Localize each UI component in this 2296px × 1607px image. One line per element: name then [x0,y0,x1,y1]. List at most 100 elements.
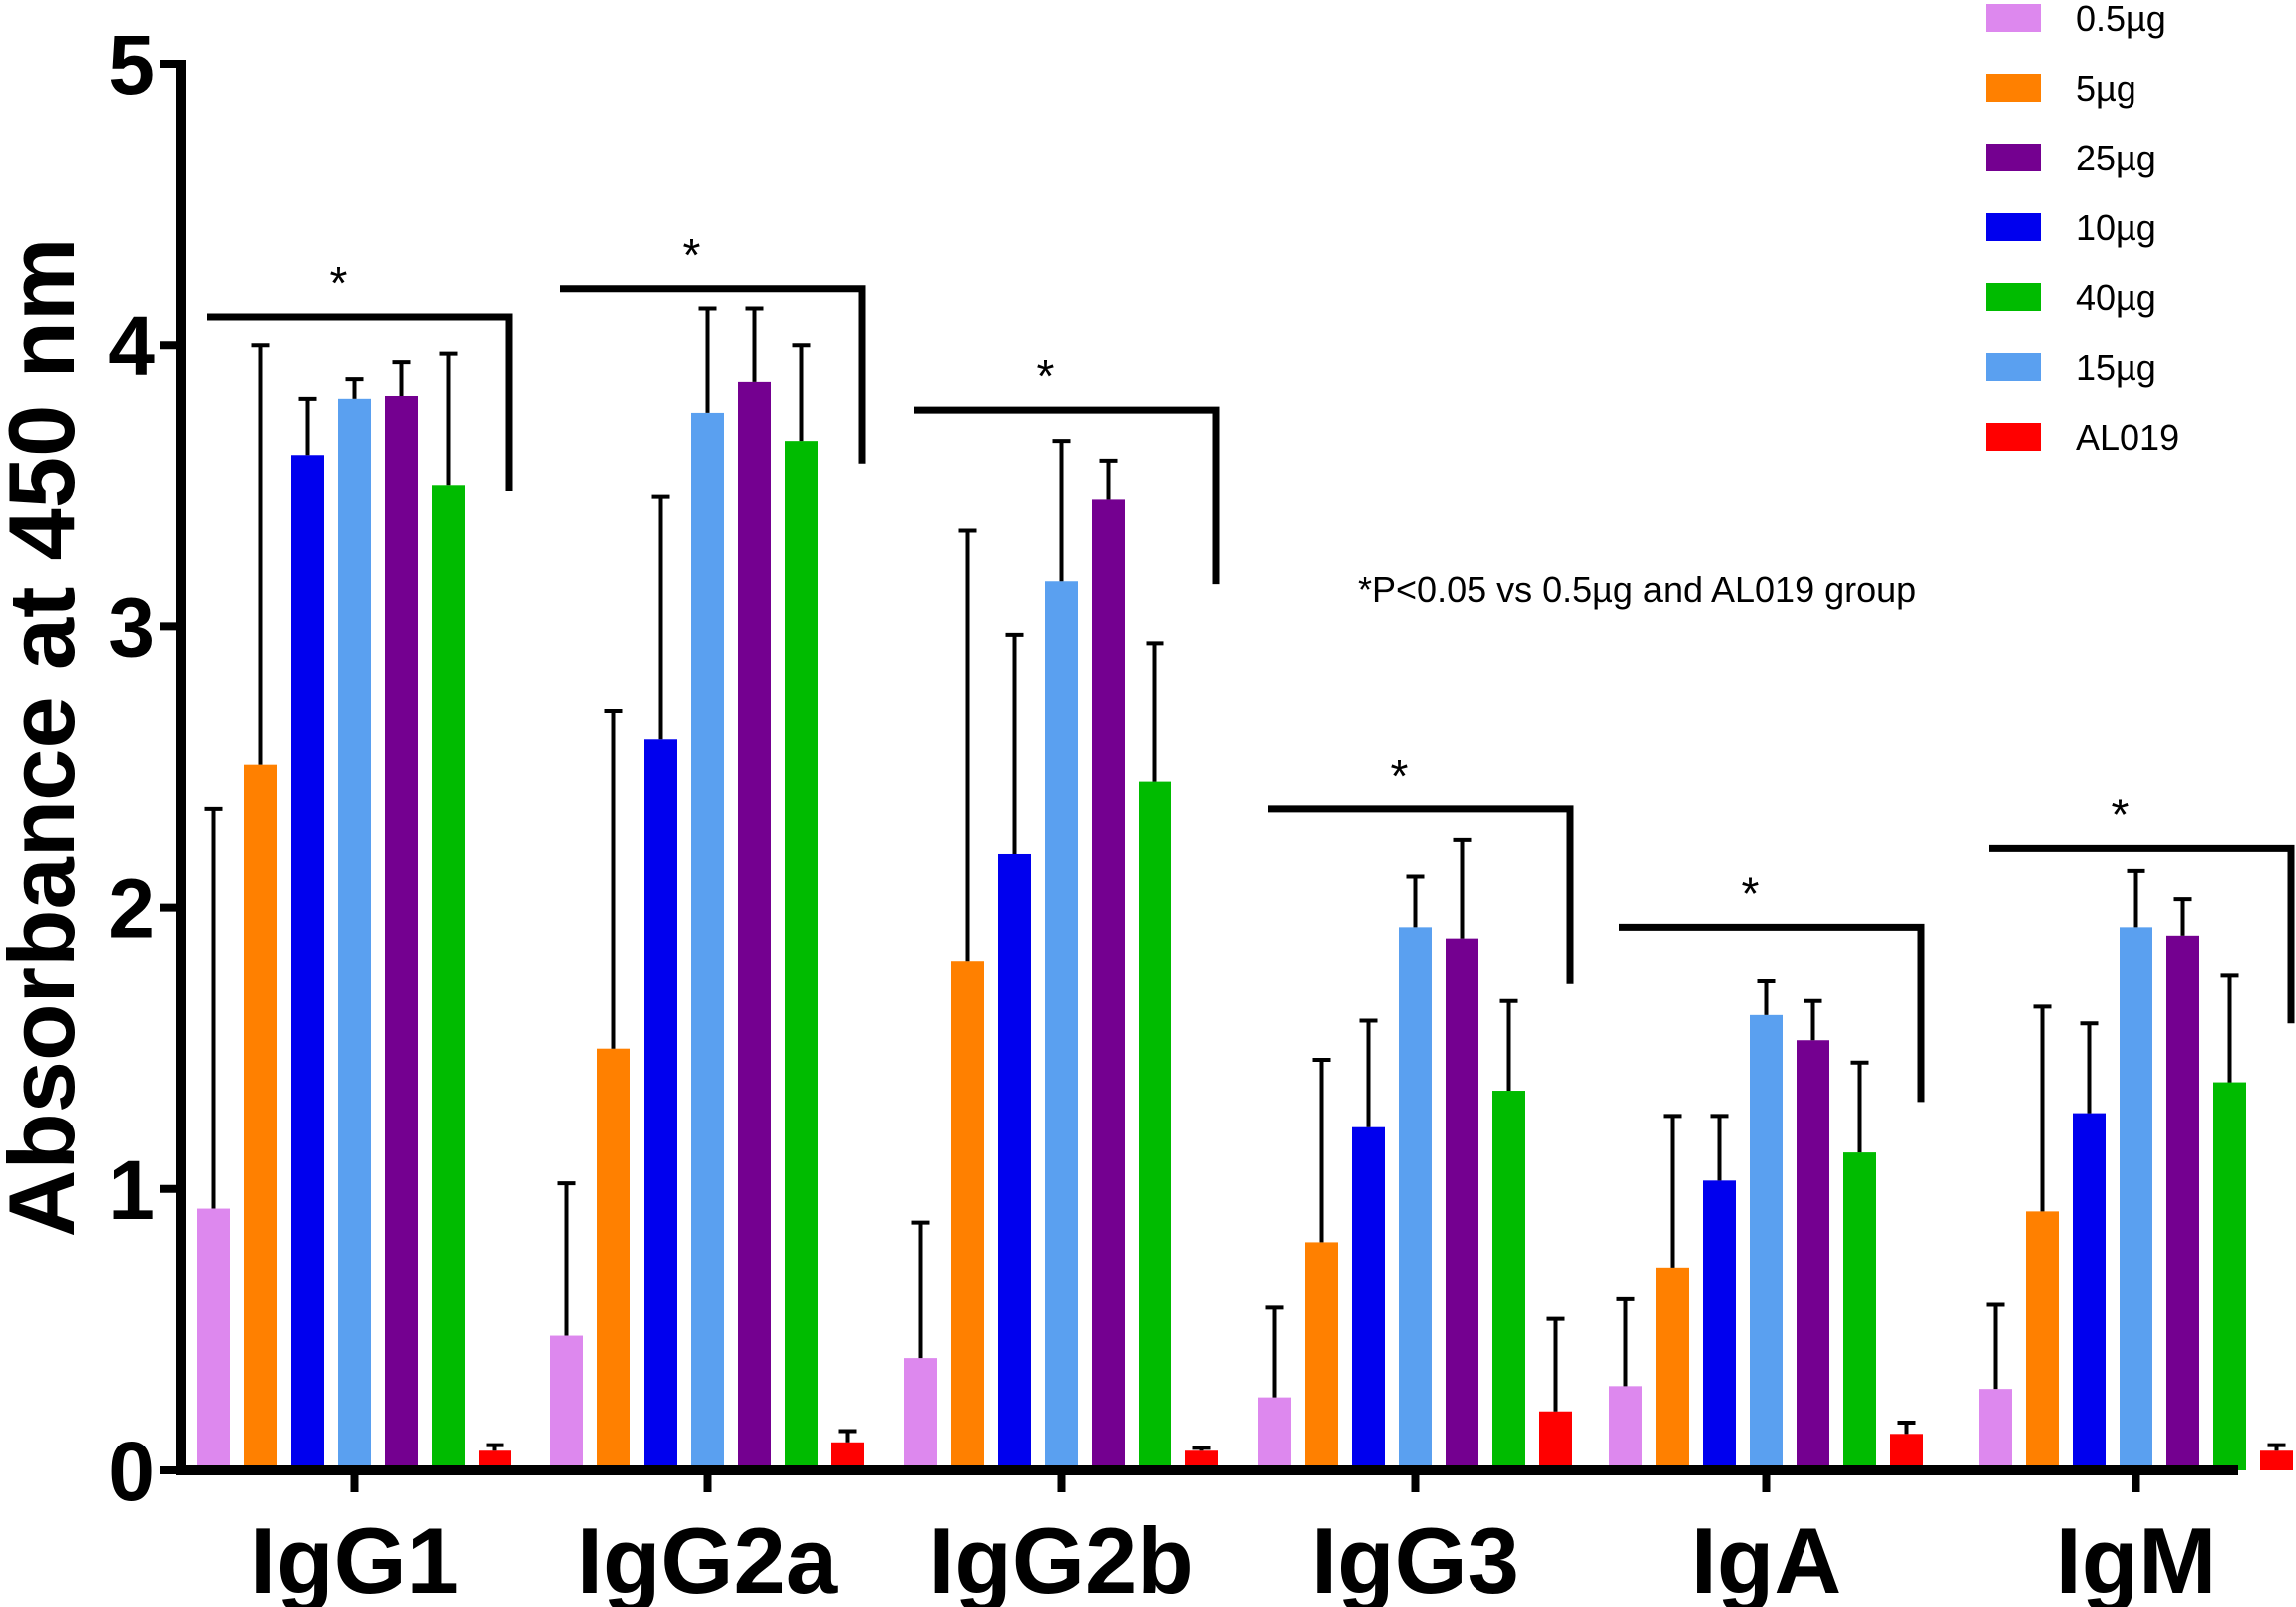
significance-star: * [330,257,348,309]
significance-bracket [1268,805,1574,984]
error-bar-igg3-15-g [1406,874,1425,928]
bar-igm-25-g [2166,935,2199,1470]
error-bar-igg2a-15-g [698,306,717,413]
error-bar-igg2a-0-5-g [557,1181,576,1336]
error-bar-igg2b-40-g [1146,641,1164,782]
error-bar-igg2b-10-g [1005,632,1024,854]
error-bar-igg1-15-g [345,377,364,399]
bar-iga-5-g [1656,1267,1689,1470]
bar-igg2a-0-5-g [550,1335,583,1470]
bar-igg2a-40-g [785,441,818,1471]
error-bar-igm-10-g [2080,1021,2099,1114]
error-bar-iga-40-g [1850,1060,1869,1153]
significance-star: * [1742,867,1760,919]
error-bar-iga-25-g [1804,998,1822,1041]
bar-igg3-40-g [1492,1091,1525,1470]
bar-iga-25-g [1797,1040,1829,1470]
error-bar-iga-al019 [1897,1421,1916,1435]
bar-igm-10-g [2073,1113,2106,1470]
error-bar-igg2a-25-g [745,306,764,382]
x-tick-label-igg2b: IgG2b [928,1508,1193,1607]
bars-layer [197,381,2293,1471]
bar-igg3-25-g [1446,938,1478,1470]
error-bar-iga-0-5-g [1616,1296,1635,1387]
bar-igg1-10-g [291,455,324,1470]
bar-igg2a-10-g [644,739,677,1470]
error-bar-igg1-5-g [251,343,270,765]
x-tick-label-igm: IgM [2056,1508,2217,1607]
error-bar-igg2b-0-5-g [911,1220,930,1359]
significance-bracket [914,406,1220,585]
error-bar-igg3-10-g [1359,1018,1378,1127]
legend-label: AL019 [2076,417,2179,458]
error-bar-igg2b-al019 [1192,1446,1211,1451]
significance-bracket [207,313,513,491]
error-bar-igm-15-g [2127,868,2145,928]
bar-igg2a-25-g [738,381,771,1470]
significance-note: *P<0.05 vs 0.5µg and AL019 group [1358,569,1916,610]
bar-igg3-5-g [1305,1242,1338,1470]
y-tick-label-3: 3 [108,580,155,674]
error-bar-iga-5-g [1663,1114,1682,1268]
bar-igm-al019 [2260,1450,2293,1470]
significance-star: * [1037,350,1055,402]
bar-iga-al019 [1890,1434,1923,1470]
bar-iga-10-g [1703,1180,1736,1470]
legend-item-40-g: 40µg [1986,277,2156,318]
y-tick-label-2: 2 [108,862,155,956]
error-bar-igg3-0-5-g [1265,1305,1284,1398]
legend-item-10-g: 10µg [1986,207,2156,248]
bar-igg1-25-g [385,395,418,1471]
significance-igg3: * [1268,750,1574,984]
legend-label: 5µg [2076,68,2136,109]
significance-star: * [683,229,701,281]
bar-igg1-15-g [338,398,371,1470]
y-axis-label: Absorbance at 450 nm [0,237,94,1237]
x-tick-label-igg1: IgG1 [250,1508,459,1607]
error-bar-igg1-al019 [486,1443,504,1451]
error-bar-igg2a-5-g [604,709,623,1049]
error-bars-layer [204,306,2286,1451]
y-tick-label-0: 0 [108,1425,155,1518]
legend-label: 0.5µg [2076,0,2166,39]
bar-igm-0-5-g [1979,1389,2012,1470]
error-bar-igg1-0-5-g [204,806,223,1209]
error-bar-igg2a-10-g [651,494,670,740]
bar-igg2b-15-g [1045,581,1078,1470]
bar-igg2b-25-g [1092,499,1125,1470]
error-bar-iga-10-g [1710,1114,1729,1181]
x-tick-label-igg3: IgG3 [1311,1508,1519,1607]
error-bar-igm-25-g [2173,897,2192,936]
error-bar-igm-al019 [2267,1443,2286,1451]
error-bar-igg3-al019 [1546,1316,1565,1412]
legend-swatch [1986,4,2041,32]
bar-igg2b-0-5-g [904,1358,937,1470]
legend-item-al019: AL019 [1986,417,2179,458]
legend-swatch [1986,423,2041,451]
error-bar-igg3-5-g [1312,1057,1331,1243]
bar-igg2a-15-g [691,412,724,1471]
legend-item-15-g: 15µg [1986,347,2156,388]
bar-igg3-0-5-g [1258,1397,1291,1470]
axes-layer: 0 1 2 3 4 5 IgG1 IgG2a IgG2b IgG3 IgA IgM [108,18,2238,1607]
error-bar-igm-40-g [2220,973,2239,1083]
y-tick-label-4: 4 [108,299,155,393]
legend-item-5-g: 5µg [1986,68,2136,109]
x-tick-label-igg2a: IgG2a [577,1508,838,1607]
significance-bracket [560,285,866,464]
error-bar-igm-5-g [2033,1004,2052,1212]
error-bar-igg2b-25-g [1099,458,1118,500]
significance-bracket [1989,844,2295,1024]
legend-swatch [1986,353,2041,381]
bar-igg1-5-g [244,764,277,1470]
bar-iga-0-5-g [1609,1386,1642,1470]
x-tick-label-iga: IgA [1691,1508,1841,1607]
significance-igg2b: * [914,350,1220,585]
error-bar-igg3-25-g [1453,837,1472,939]
bar-igg2b-40-g [1139,781,1171,1470]
error-bar-igg1-25-g [392,360,411,396]
bar-iga-40-g [1843,1152,1876,1470]
error-bar-igg1-10-g [298,396,317,456]
error-bar-igg2a-40-g [792,343,811,442]
